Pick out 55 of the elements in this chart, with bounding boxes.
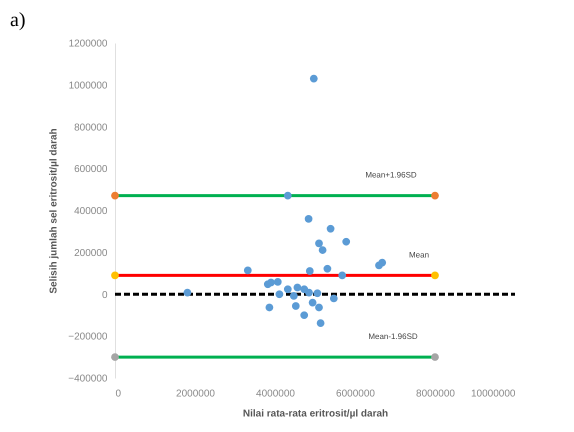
point bbox=[264, 280, 272, 288]
point bbox=[431, 192, 439, 200]
point bbox=[266, 304, 274, 312]
point bbox=[338, 272, 346, 280]
annotation: Mean+1.96SD bbox=[365, 170, 417, 180]
point bbox=[304, 215, 312, 223]
x-axis-title: Nilai rata-rata eritrosit/µl darah bbox=[242, 408, 388, 420]
point bbox=[431, 272, 439, 280]
point bbox=[316, 319, 324, 328]
y-tick-label: 600000 bbox=[74, 164, 108, 176]
point bbox=[306, 267, 314, 275]
point bbox=[431, 353, 439, 361]
point bbox=[292, 302, 300, 310]
y-tick-label: −400000 bbox=[68, 374, 108, 384]
y-tick-label: 800000 bbox=[74, 122, 108, 134]
point bbox=[378, 258, 386, 266]
point bbox=[111, 192, 119, 200]
point bbox=[310, 74, 318, 82]
y-tick-label: 0 bbox=[102, 290, 108, 301]
x-tick-label: 6000000 bbox=[336, 388, 376, 400]
point bbox=[324, 264, 332, 273]
point bbox=[276, 290, 284, 298]
point bbox=[315, 240, 323, 248]
x-tick-label: 8000000 bbox=[416, 388, 456, 400]
point bbox=[294, 284, 302, 292]
point bbox=[314, 289, 322, 298]
y-axis-title: Selisih jumlah sel eritrosit/µl darah bbox=[48, 128, 60, 294]
x-tick-label: 4000000 bbox=[256, 388, 296, 400]
point bbox=[308, 298, 316, 306]
y-tick-label: −200000 bbox=[68, 332, 108, 343]
chart-title: a) bbox=[10, 9, 26, 31]
annotation: Mean bbox=[408, 250, 430, 260]
y-tick-label: 1000000 bbox=[68, 80, 108, 92]
point bbox=[184, 288, 192, 296]
point bbox=[290, 292, 298, 300]
point bbox=[315, 304, 323, 312]
point bbox=[305, 288, 313, 296]
point bbox=[342, 238, 350, 246]
point bbox=[300, 311, 308, 320]
point bbox=[244, 266, 252, 274]
point bbox=[318, 246, 326, 254]
y-tick-label: 400000 bbox=[74, 206, 108, 217]
point bbox=[326, 224, 334, 233]
point bbox=[111, 353, 119, 361]
point bbox=[274, 278, 282, 286]
annotation: Mean-1.96SD bbox=[368, 332, 418, 342]
point bbox=[284, 285, 292, 294]
point bbox=[111, 272, 119, 280]
point bbox=[330, 294, 338, 302]
x-tick-label: 10000000 bbox=[471, 388, 516, 400]
y-tick-label: 1200000 bbox=[68, 38, 108, 50]
point bbox=[284, 192, 292, 200]
x-tick-label: 2000000 bbox=[176, 388, 216, 400]
y-tick-label: 200000 bbox=[74, 248, 108, 259]
x-tick-label: 0 bbox=[116, 388, 122, 400]
